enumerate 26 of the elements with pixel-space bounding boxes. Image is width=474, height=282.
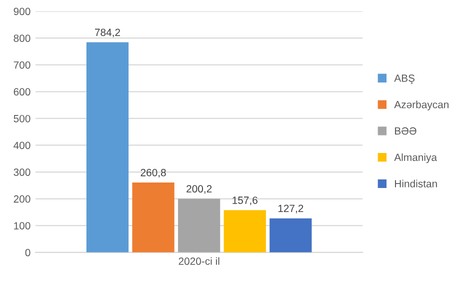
y-tick-label: 500	[14, 114, 30, 122]
data-label: 127,2	[278, 204, 304, 214]
y-tick-label: 600	[14, 88, 30, 96]
y-tick-label: 700	[14, 61, 30, 69]
bar	[132, 182, 174, 252]
legend-label: BƏƏ	[395, 127, 416, 135]
data-label: 260,8	[140, 168, 166, 178]
legend-label: Almaniya	[394, 153, 437, 164]
bar	[86, 42, 129, 252]
x-tick-label: 2020-ci il	[178, 257, 220, 265]
legend-label: ABŞ	[394, 74, 415, 84]
y-tick-label: 100	[14, 222, 30, 230]
bar	[270, 218, 312, 252]
bar	[178, 198, 220, 252]
y-tick-label: 0	[25, 248, 30, 256]
data-label: 157,6	[232, 196, 258, 206]
data-label: 784,2	[95, 28, 120, 38]
y-tick-label: 300	[14, 168, 30, 176]
y-tick-label: 200	[14, 195, 30, 203]
y-tick-label: 900	[14, 8, 30, 16]
y-tick-label: 800	[14, 34, 30, 42]
y-tick-label: 400	[14, 142, 30, 150]
legend-label: Azərbaycan	[394, 100, 448, 110]
legend-label: Hindistan	[395, 180, 437, 188]
bar	[224, 210, 266, 252]
data-label: 200,2	[186, 185, 212, 194]
